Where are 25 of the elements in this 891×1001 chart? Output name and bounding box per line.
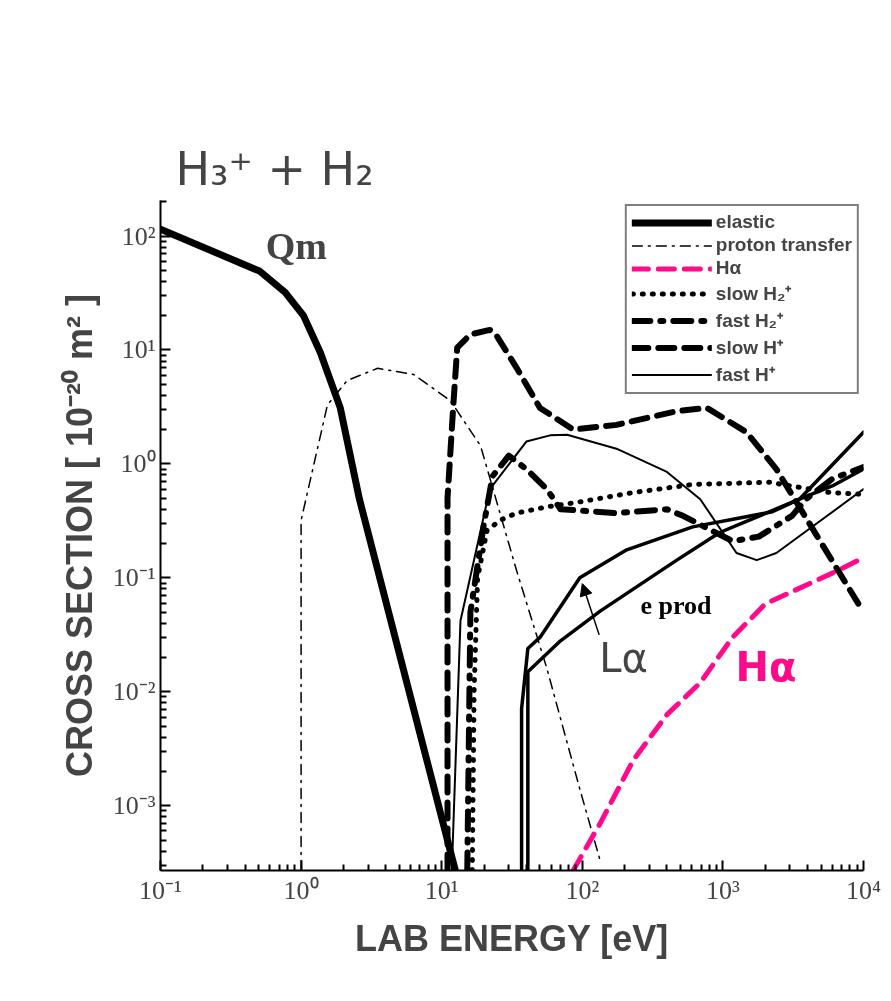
annotation: Hα: [735, 643, 797, 690]
x-tick-label: 10⁰: [283, 875, 319, 905]
legend-label: fast H₂⁺: [715, 309, 784, 333]
annotation: Qm: [265, 224, 327, 267]
y-tick-label: 10⁻²: [112, 677, 156, 707]
x-tick-label: 10³: [706, 875, 740, 905]
legend-label: slow H⁺: [715, 336, 784, 360]
y-tick-label: 10⁻¹: [112, 563, 156, 593]
y-tick-label: 10⁻³: [112, 791, 156, 821]
y-tick-label: 10²: [121, 221, 156, 251]
y-tick-label: 10¹: [121, 335, 156, 365]
legend-label: elastic: [715, 211, 775, 233]
y-tick-label: 10⁰: [120, 449, 156, 479]
legend-label: fast H⁺: [715, 363, 775, 387]
annotation: Lα: [599, 634, 648, 681]
annotation: e prod: [640, 590, 713, 620]
x-tick-label: 10²: [565, 875, 600, 905]
legend-label: Hα: [715, 257, 742, 279]
chart-title: H₃⁺ + H₂: [175, 141, 374, 196]
x-tick-label: 10⁴: [845, 875, 882, 905]
legend-label: slow H₂⁺: [715, 282, 792, 306]
x-tick-label: 10¹: [424, 875, 459, 905]
legend-label: proton transfer: [715, 234, 852, 256]
y-axis-title: CROSS SECTION [ 10⁻²⁰ m² ]: [58, 293, 100, 778]
x-axis-title: LAB ENERGY [eV]: [354, 917, 669, 959]
